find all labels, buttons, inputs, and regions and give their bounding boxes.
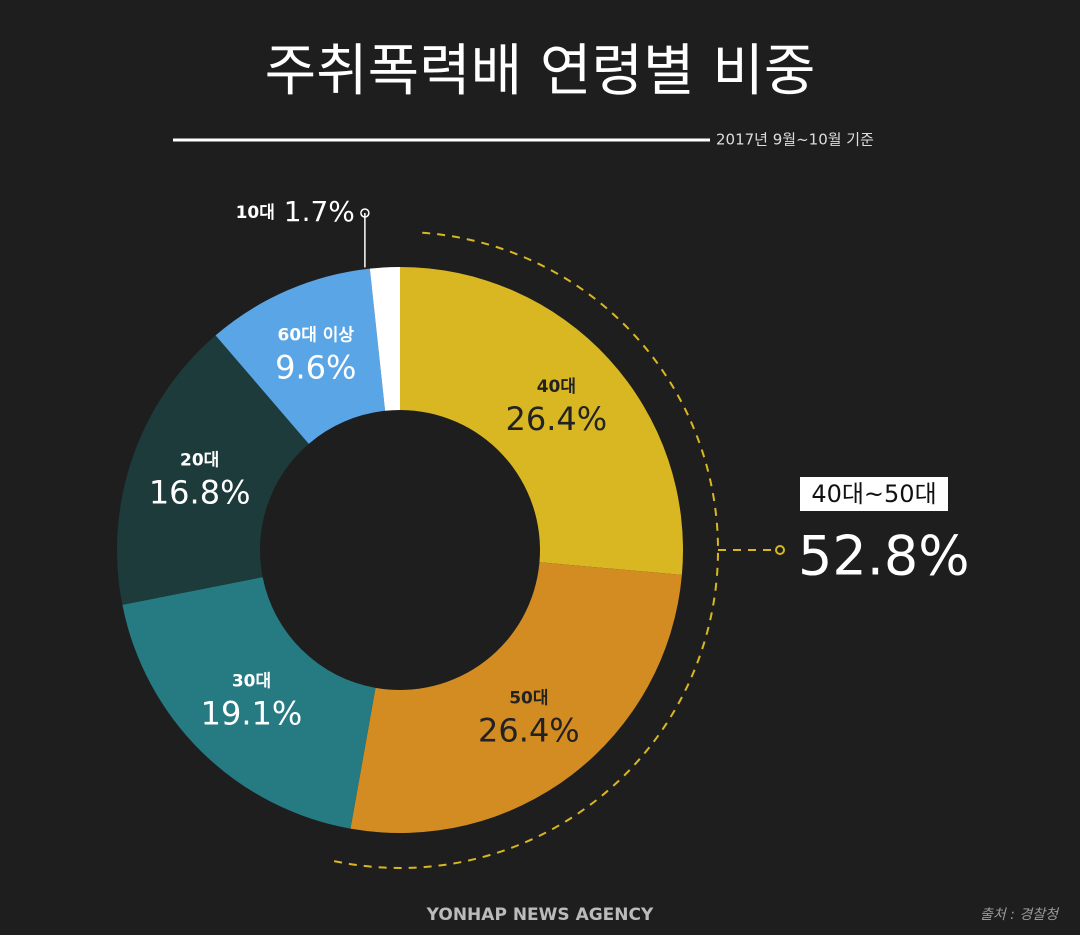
- donut-segment: [215, 268, 386, 444]
- highlight-box: [800, 477, 948, 511]
- chart-title: 주취폭력배 연령별 비중: [265, 39, 816, 104]
- value-label: 9.6%: [275, 348, 356, 386]
- donut-segment: [117, 335, 309, 605]
- value-label: 16.8%: [149, 474, 251, 512]
- value-label: 26.4%: [506, 400, 608, 438]
- donut-segment: [369, 267, 400, 411]
- category-label: 30대: [232, 671, 271, 691]
- source: 출처 : 경찰청: [980, 907, 1060, 923]
- value-label: 26.4%: [478, 711, 580, 749]
- highlight-label: 40대~50대: [811, 480, 936, 508]
- donut-segment: [350, 562, 682, 833]
- donut-segment: [400, 267, 683, 575]
- category-label: 10대: [236, 203, 275, 223]
- leader-dot: [360, 208, 370, 218]
- category-label: 60대 이상: [278, 325, 355, 345]
- value-label: 19.1%: [201, 694, 303, 732]
- value-label: 1.7%: [284, 195, 355, 228]
- donut-segment: [122, 577, 376, 829]
- bracket-dot: [775, 545, 785, 555]
- category-label: 40대: [537, 377, 576, 397]
- category-label: 20대: [180, 451, 219, 471]
- chart-subtitle: 2017년 9월~10월 기준: [716, 131, 874, 149]
- highlight-value: 52.8%: [798, 525, 970, 588]
- footer: YONHAP NEWS AGENCY: [426, 905, 654, 925]
- category-label: 50대: [509, 688, 548, 708]
